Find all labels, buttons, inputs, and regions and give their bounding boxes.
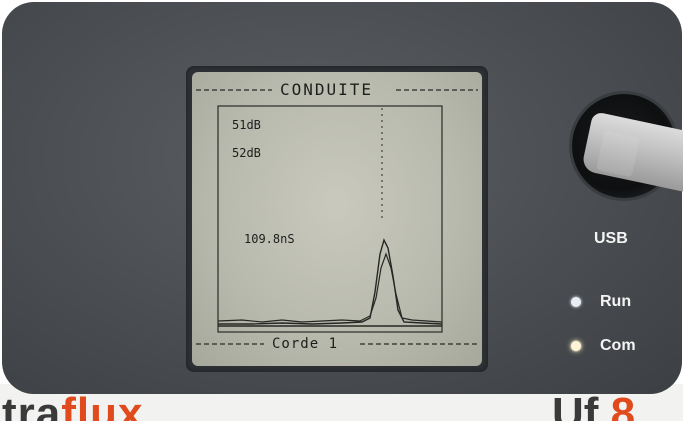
- com-led-icon: [571, 341, 581, 351]
- lcd-reading-1: 51dB: [232, 118, 261, 132]
- brand-left-accent: flux: [61, 389, 144, 421]
- run-label: Run: [600, 293, 632, 310]
- lcd-reading-2: 52dB: [232, 146, 261, 160]
- trace-1: [218, 238, 443, 325]
- lcd-screen: CONDUITE 51dB 52dB 109.8nS Corde 1: [192, 72, 482, 366]
- brand-logo-right: Uf 8: [552, 392, 635, 421]
- run-led-icon: [571, 297, 581, 307]
- lcd-footer-label: Corde 1: [272, 336, 339, 352]
- brand-right-text: Uf: [552, 389, 611, 421]
- brand-left-text: tra: [2, 389, 62, 421]
- brand-logo-left: traflux: [2, 392, 143, 421]
- brand-right-accent: 8: [610, 389, 636, 421]
- usb-label: USB: [594, 230, 628, 247]
- trace-2: [217, 252, 443, 323]
- lcd-title: CONDUITE: [280, 80, 374, 99]
- lcd-measurement: 109.8nS: [244, 232, 295, 246]
- lcd-graphics: [196, 89, 478, 345]
- plot-border: [217, 105, 443, 333]
- com-label: Com: [600, 337, 636, 354]
